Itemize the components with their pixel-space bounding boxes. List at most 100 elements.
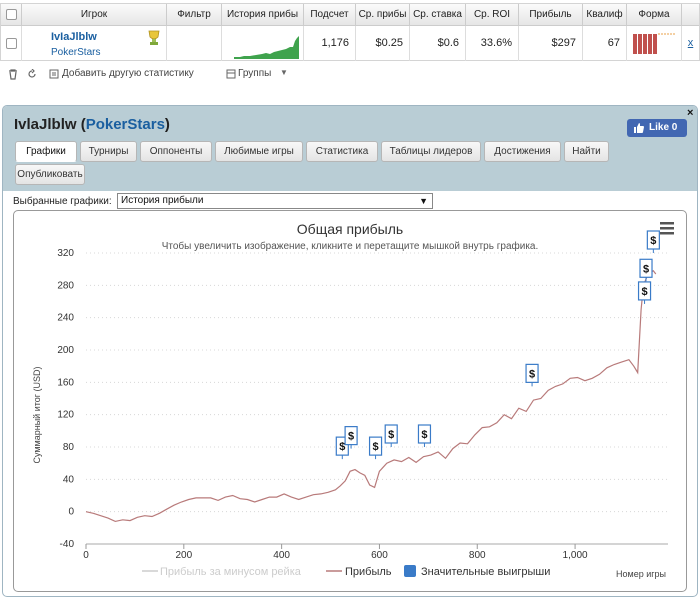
y-tick-label: 280 <box>57 280 74 291</box>
tab-tournaments[interactable]: Турниры <box>80 141 137 162</box>
big-win-marker[interactable]: $ <box>384 424 398 447</box>
filter-cell <box>167 26 222 61</box>
avg-profit-cell: $0.25 <box>356 26 410 61</box>
avg-stake-cell: $0.6 <box>410 26 466 61</box>
dollar-icon: $ <box>388 429 394 441</box>
avg-roi-cell: 33.6% <box>466 26 519 61</box>
legend-rake-label[interactable]: Прибыль за минусом рейка <box>160 566 302 578</box>
tab-publish[interactable]: Опубликовать <box>15 164 85 185</box>
chevron-down-icon[interactable]: ▼ <box>280 68 288 77</box>
tab-search[interactable]: Найти <box>564 141 609 162</box>
x-tick-label: 0 <box>83 550 89 561</box>
chart-select-label: Выбранные графики: <box>13 196 112 207</box>
y-tick-label: 320 <box>57 248 74 259</box>
legend-bigwins-label[interactable]: Значительные выигрыши <box>421 566 550 578</box>
y-tick-label: 80 <box>63 442 75 453</box>
header-profit[interactable]: Прибыль <box>519 4 583 26</box>
row-checkbox[interactable] <box>6 38 17 49</box>
qualif-cell: 67 <box>583 26 627 61</box>
refresh-icon[interactable] <box>27 69 37 80</box>
player-name-link[interactable]: IvIaJlblw <box>51 31 97 43</box>
header-count[interactable]: Подсчет <box>304 4 356 26</box>
tab-achievements[interactable]: Достижения <box>484 141 561 162</box>
big-win-marker[interactable]: $ <box>368 436 383 460</box>
profit-chart[interactable]: Общая прибыль Чтобы увеличить изображени… <box>14 211 686 591</box>
tab-opponents[interactable]: Оппоненты <box>140 141 212 162</box>
big-win-flag <box>639 258 653 278</box>
player-site-link[interactable]: PokerStars <box>51 47 101 58</box>
x-axis-label: Номер игры <box>616 569 666 579</box>
dollar-icon: $ <box>372 441 378 453</box>
tab-leaderboards[interactable]: Таблицы лидеров <box>381 141 481 162</box>
header-profit-history[interactable]: История прибы <box>222 4 304 26</box>
form-bars <box>633 33 676 54</box>
stats-table: Игрок Фильтр История прибы Подсчет Ср. п… <box>0 3 700 61</box>
y-tick-label: 0 <box>68 507 74 518</box>
big-win-marker[interactable]: $ <box>417 424 432 447</box>
select-all-checkbox[interactable] <box>6 9 17 20</box>
header-avg-roi[interactable]: Ср. ROI <box>466 4 519 26</box>
dollar-icon: $ <box>643 263 649 275</box>
x-tick-labels: 0 200 400 600 800 1,000 <box>83 544 588 561</box>
add-stats-link[interactable]: Добавить другую статистику <box>62 68 194 79</box>
big-win-marker[interactable]: $ <box>639 258 653 282</box>
y-tick-labels: -40 0 40 80 120 160 200 240 280 320 <box>57 248 74 550</box>
facebook-like-button[interactable]: Like 0 <box>627 119 687 137</box>
panel-title-site[interactable]: PokerStars <box>85 116 165 133</box>
dollar-icon: $ <box>348 431 354 443</box>
form-cell <box>627 26 682 61</box>
dollar-icon: $ <box>421 429 427 441</box>
x-tick-label: 400 <box>273 550 290 561</box>
header-qualif[interactable]: Квалиф <box>583 4 627 26</box>
profit-cell: $297 <box>519 26 583 61</box>
profit-series-line[interactable] <box>85 270 657 523</box>
profit-history-cell <box>222 26 304 61</box>
table-header-row: Игрок Фильтр История прибы Подсчет Ср. п… <box>1 4 699 26</box>
tab-statistics[interactable]: Статистика <box>306 141 378 162</box>
chart-container: Общая прибыль Чтобы увеличить изображени… <box>13 210 687 592</box>
chart-subtitle: Чтобы увеличить изображение, кликните и … <box>162 240 539 252</box>
grid-lines <box>86 252 668 545</box>
header-avg-stake[interactable]: Ср. ставка <box>410 4 466 26</box>
y-axis-label: Суммарный итог (USD) <box>32 366 42 463</box>
trash-icon[interactable] <box>8 69 18 80</box>
panel-title-name: IvlaJlblw <box>14 116 77 133</box>
dollar-icon: $ <box>641 286 647 298</box>
chart-select-value: История прибыли <box>121 195 204 206</box>
header-form[interactable]: Форма <box>627 4 682 26</box>
player-badge-icon <box>148 30 160 45</box>
table-row: IvIaJlblw PokerStars 1,176 $0.25 $0.6 33… <box>1 26 699 61</box>
panel-title: IvlaJlblw (PokerStars) <box>14 116 170 133</box>
player-cell: IvIaJlblw PokerStars <box>22 26 167 61</box>
big-win-marker[interactable]: $ <box>637 281 652 304</box>
header-select-all[interactable] <box>1 4 22 26</box>
header-player[interactable]: Игрок <box>22 4 167 26</box>
chart-menu-icon[interactable] <box>660 222 674 235</box>
y-tick-label: 200 <box>57 345 74 356</box>
panel-header: IvlaJlblw (PokerStars) Like 0 × Графики … <box>3 106 697 191</box>
tab-favorite-games[interactable]: Любимые игры <box>215 141 303 162</box>
remove-row-link[interactable]: x <box>687 37 694 49</box>
big-win-marker[interactable]: $ <box>344 426 358 449</box>
big-win-marker[interactable]: $ <box>646 230 660 253</box>
big-win-marker[interactable]: $ <box>525 363 539 387</box>
y-tick-label: 40 <box>63 474 75 485</box>
row-select-cell <box>1 26 22 61</box>
close-panel-icon[interactable]: × <box>687 107 694 119</box>
header-filter[interactable]: Фильтр <box>167 4 222 26</box>
groups-menu[interactable]: Группы <box>238 68 272 79</box>
x-tick-label: 800 <box>469 550 486 561</box>
chart-legend: Прибыль за минусом рейка Прибыль Значите… <box>142 565 550 578</box>
header-avg-profit[interactable]: Ср. прибы <box>356 4 410 26</box>
profit-sparkline[interactable] <box>234 35 300 59</box>
x-tick-label: 200 <box>175 550 192 561</box>
tab-charts[interactable]: Графики <box>15 141 77 162</box>
chart-title: Общая прибыль <box>297 221 403 237</box>
y-tick-label: 120 <box>57 410 74 421</box>
dollar-icon: $ <box>650 235 656 247</box>
legend-bigwins-swatch <box>404 565 416 577</box>
chart-select[interactable]: История прибыли ▼ <box>117 193 433 209</box>
series-group <box>85 270 657 523</box>
legend-profit-label[interactable]: Прибыль <box>345 566 392 578</box>
stats-table-area: Игрок Фильтр История прибы Подсчет Ср. п… <box>0 0 700 88</box>
